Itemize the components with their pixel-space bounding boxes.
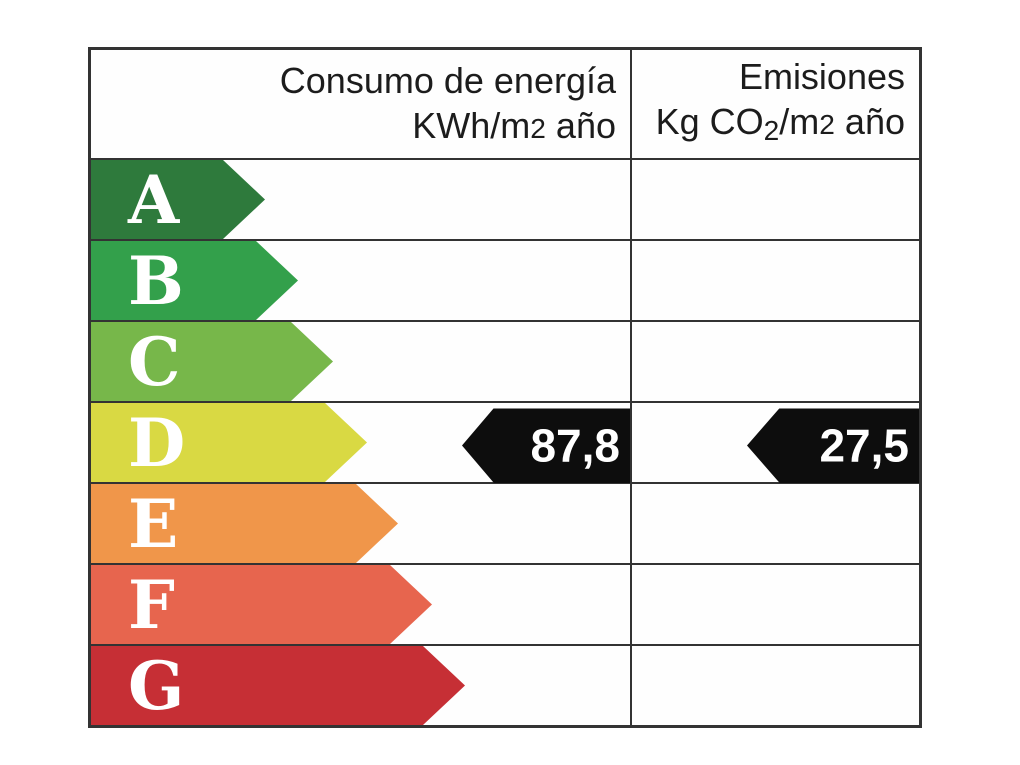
emissions-cell-c (632, 322, 919, 401)
rating-row-b: B (91, 241, 919, 322)
rating-table: Consumo de energía KWh/m2 año Emisiones … (88, 47, 922, 728)
emissions-value-arrow: 27,5 (747, 408, 919, 483)
rating-arrow-a: A (91, 160, 265, 239)
emissions-header-units: Kg CO2/m2 año (655, 101, 905, 147)
consumption-cell-b: B (91, 241, 632, 320)
consumption-cell-g: G (91, 646, 632, 725)
emissions-cell-f (632, 565, 919, 644)
consumption-value-arrow: 87,8 (462, 408, 630, 483)
consumption-cell-f: F (91, 565, 632, 644)
consumption-cell-c: C (91, 322, 632, 401)
rating-letter-c: C (128, 322, 181, 401)
emissions-cell-b (632, 241, 919, 320)
rating-arrow-e: E (91, 484, 398, 563)
consumption-cell-e: E (91, 484, 632, 563)
rating-letter-a: A (128, 160, 180, 239)
rating-letter-b: B (128, 241, 184, 320)
rating-letter-d: D (128, 403, 186, 482)
rating-arrow-g: G (91, 646, 465, 725)
rating-arrow-f: F (91, 565, 432, 644)
rating-arrow-b: B (91, 241, 298, 320)
rating-row-a: A (91, 160, 919, 241)
rating-arrow-d: D (91, 403, 367, 482)
consumption-header: Consumo de energía KWh/m2 año (91, 50, 632, 158)
emissions-cell-d: 27,5 (632, 403, 919, 483)
table-header: Consumo de energía KWh/m2 año Emisiones … (91, 50, 919, 160)
emissions-cell-g (632, 646, 919, 725)
rating-row-f: F (91, 565, 919, 646)
emissions-header: Emisiones Kg CO2/m2 año (632, 50, 919, 158)
consumption-header-line1: Consumo de energía (279, 59, 616, 101)
consumption-header-units: KWh/m2 año (412, 104, 616, 146)
emissions-cell-a (632, 160, 919, 239)
emissions-cell-e (632, 484, 919, 563)
consumption-cell-d: D 87,8 (91, 403, 632, 483)
rating-row-c: C (91, 322, 919, 403)
rating-letter-e: E (128, 484, 179, 563)
rating-letter-g: G (128, 646, 185, 725)
rating-row-d: D 87,8 27,5 (91, 403, 919, 484)
rating-rows: A B C D 87,8 27,5 E F G (91, 160, 919, 725)
rating-row-e: E (91, 484, 919, 565)
consumption-cell-a: A (91, 160, 632, 239)
rating-letter-f: F (128, 565, 175, 644)
rating-arrow-c: C (91, 322, 333, 401)
rating-row-g: G (91, 646, 919, 725)
emissions-header-line1: Emisiones (738, 56, 905, 98)
